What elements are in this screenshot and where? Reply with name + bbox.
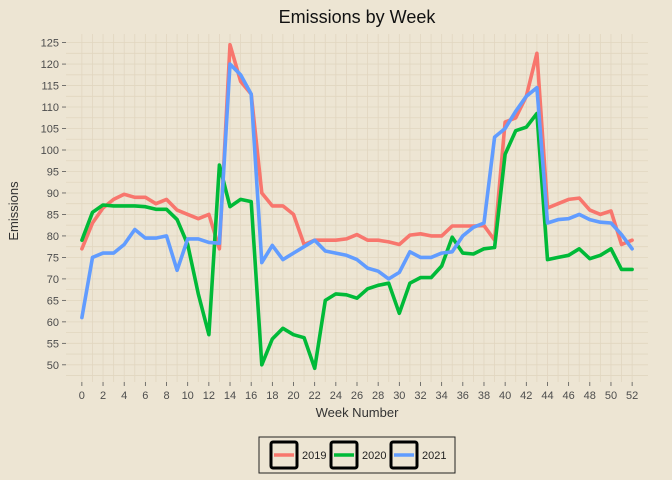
x-tick-label: 30 bbox=[393, 390, 405, 402]
y-tick-label: 125 bbox=[41, 38, 59, 50]
x-tick-label: 2 bbox=[100, 390, 106, 402]
x-tick-label: 28 bbox=[372, 390, 384, 402]
x-tick-label: 26 bbox=[351, 390, 363, 402]
legend: 2019 2020 2021 bbox=[258, 436, 456, 474]
chart-title: Emissions by Week bbox=[279, 7, 437, 27]
x-tick-label: 16 bbox=[245, 390, 257, 402]
x-tick-label: 40 bbox=[499, 390, 511, 402]
x-tick-label: 8 bbox=[163, 390, 169, 402]
legend-label: 2020 bbox=[362, 450, 386, 462]
x-axis-title: Week Number bbox=[316, 405, 400, 420]
x-tick-label: 0 bbox=[79, 390, 85, 402]
x-tick-label: 34 bbox=[436, 390, 448, 402]
x-tick-label: 10 bbox=[182, 390, 194, 402]
y-tick-label: 100 bbox=[41, 145, 59, 157]
x-tick-label: 20 bbox=[287, 390, 299, 402]
legend-label: 2019 bbox=[302, 450, 326, 462]
y-tick-label: 105 bbox=[41, 124, 59, 136]
x-tick-label: 46 bbox=[563, 390, 575, 402]
x-tick-label: 50 bbox=[605, 390, 617, 402]
x-tick-label: 24 bbox=[330, 390, 342, 402]
series-line-2019 bbox=[80, 42, 634, 251]
y-tick-label: 115 bbox=[41, 81, 59, 93]
x-tick-label: 48 bbox=[584, 390, 596, 402]
y-tick-label: 65 bbox=[47, 295, 59, 307]
x-tick-label: 12 bbox=[203, 390, 215, 402]
x-tick-label: 14 bbox=[224, 390, 236, 402]
series-line-2020 bbox=[80, 111, 634, 371]
x-tick-label: 44 bbox=[541, 390, 553, 402]
x-tick-label: 22 bbox=[309, 390, 321, 402]
y-tick-label: 110 bbox=[41, 102, 59, 114]
y-tick-label: 70 bbox=[47, 274, 59, 286]
x-tick-label: 38 bbox=[478, 390, 490, 402]
x-tick-label: 32 bbox=[414, 390, 426, 402]
legend-label: 2021 bbox=[422, 450, 446, 462]
y-axis-ticks: 50 55 60 65 70 75 80 85 90 95 100 105 110 115 120 125 bbox=[41, 38, 66, 372]
x-tick-label: 18 bbox=[266, 390, 278, 402]
y-tick-label: 60 bbox=[47, 317, 59, 329]
y-tick-label: 90 bbox=[47, 188, 59, 200]
legend-item-2021: 2021 bbox=[389, 440, 446, 470]
legend-item-2019: 2019 bbox=[269, 440, 326, 470]
x-tick-label: 4 bbox=[121, 390, 127, 402]
y-tick-label: 95 bbox=[47, 166, 59, 178]
legend-item-2020: 2020 bbox=[329, 440, 386, 470]
y-tick-label: 85 bbox=[47, 209, 59, 221]
y-axis-title: Emissions bbox=[6, 181, 21, 241]
x-tick-label: 42 bbox=[520, 390, 532, 402]
y-tick-label: 75 bbox=[47, 252, 59, 264]
x-tick-label: 36 bbox=[457, 390, 469, 402]
series-lines bbox=[80, 42, 634, 371]
y-tick-label: 120 bbox=[41, 59, 59, 71]
y-tick-label: 80 bbox=[47, 231, 59, 243]
y-tick-label: 50 bbox=[47, 360, 59, 372]
x-tick-label: 6 bbox=[142, 390, 148, 402]
series-line-2021 bbox=[80, 62, 634, 320]
x-axis-ticks: 0 2 4 6 8 10 12 14 16 18 20 22 24 26 28 30 32 34 36 38 40 42 4… bbox=[79, 382, 638, 402]
y-tick-label: 55 bbox=[47, 338, 59, 350]
x-tick-label: 52 bbox=[626, 390, 638, 402]
